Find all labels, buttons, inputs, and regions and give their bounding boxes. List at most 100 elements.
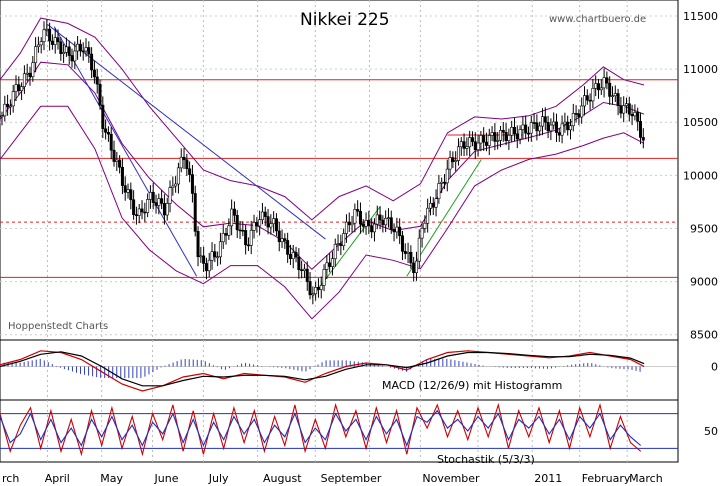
candle-body xyxy=(115,159,119,162)
candle-body xyxy=(546,122,550,132)
candle-body xyxy=(6,103,10,108)
candle-body xyxy=(190,174,194,194)
candle-body xyxy=(616,93,620,106)
stochastic-title: Stochastik (5/3/3) xyxy=(437,453,535,466)
candle-body xyxy=(328,262,332,267)
candle-body xyxy=(417,237,421,262)
candle-body xyxy=(493,132,497,142)
candle-body xyxy=(596,83,600,91)
candle-body xyxy=(286,240,290,255)
candle-body xyxy=(244,230,248,246)
candle-body xyxy=(300,269,304,272)
candle-body xyxy=(535,122,539,132)
candle-body xyxy=(140,208,144,213)
candle-body xyxy=(426,207,430,224)
candle-body xyxy=(633,112,637,117)
source-label: www.chartbuero.de xyxy=(549,14,646,25)
macd-layer xyxy=(0,350,678,392)
candle-body xyxy=(137,208,141,216)
candle-body xyxy=(104,128,108,133)
candle-body xyxy=(171,185,175,188)
candle-body xyxy=(126,189,130,193)
bollinger-middle-line xyxy=(0,61,645,270)
price-tick-label: 11000 xyxy=(683,63,718,76)
candle-body xyxy=(246,244,250,247)
trend-line xyxy=(53,26,198,277)
candle-body xyxy=(258,219,262,227)
candle-body xyxy=(255,222,259,227)
candle-body xyxy=(132,199,136,215)
candle-body xyxy=(398,226,402,237)
candle-body xyxy=(406,251,410,254)
candle-body xyxy=(518,129,522,140)
candle-body xyxy=(498,130,502,141)
candle-body xyxy=(356,209,360,212)
candle-body xyxy=(227,225,231,236)
bollinger-bands xyxy=(0,17,645,320)
candle-body xyxy=(364,220,368,227)
candle-body xyxy=(361,223,365,227)
candle-body xyxy=(557,132,561,136)
candle-body xyxy=(84,47,88,52)
grid-layer xyxy=(0,0,678,462)
candle-body xyxy=(78,43,82,52)
provider-label: Hoppenstedt Charts xyxy=(8,321,108,332)
macd-line xyxy=(0,350,645,392)
candle-body xyxy=(510,127,514,136)
candle-body xyxy=(403,251,407,254)
candle-body xyxy=(580,105,584,118)
candle-body xyxy=(70,55,74,62)
candle-body xyxy=(568,125,572,131)
candle-body xyxy=(594,83,598,89)
candle-body xyxy=(120,166,124,186)
candle-body xyxy=(395,226,399,233)
price-tick-label: 10000 xyxy=(683,169,718,182)
candle-body xyxy=(67,46,71,56)
candle-body xyxy=(392,229,396,233)
x-axis-label: April xyxy=(45,472,70,485)
candle-body xyxy=(540,116,544,127)
price-tick-label: 8500 xyxy=(690,329,718,342)
candle-body xyxy=(118,159,122,168)
candle-body xyxy=(630,113,634,117)
candle-body xyxy=(87,47,91,55)
candle-body xyxy=(442,181,446,184)
candle-body xyxy=(204,263,208,272)
candle-body xyxy=(342,233,346,247)
candle-body xyxy=(134,214,138,216)
candle-body xyxy=(188,168,192,175)
candle-body xyxy=(0,115,4,118)
candle-body xyxy=(123,185,127,193)
candle-body xyxy=(487,135,491,146)
candle-body xyxy=(157,198,161,206)
candle-body xyxy=(148,192,152,200)
bollinger-lower-line xyxy=(0,105,645,320)
candle-body xyxy=(238,229,242,232)
candle-body xyxy=(25,72,29,75)
candle-body xyxy=(412,262,416,274)
candle-body xyxy=(468,137,472,148)
candle-body xyxy=(174,183,178,187)
candle-body xyxy=(274,218,278,232)
stochastic-layer xyxy=(0,402,678,457)
candle-body xyxy=(266,216,270,228)
candle-body xyxy=(588,99,592,102)
x-axis-label: 2011 xyxy=(534,472,562,485)
candle-body xyxy=(260,211,264,220)
candle-body xyxy=(512,127,516,135)
x-axis-label: July xyxy=(208,472,229,485)
price-tick-label: 11500 xyxy=(683,10,718,23)
candle-body xyxy=(532,122,536,124)
candle-body xyxy=(305,268,309,282)
candle-body xyxy=(288,254,292,260)
candle-body xyxy=(73,50,77,62)
candle-body xyxy=(28,72,32,77)
candle-body xyxy=(431,203,435,208)
candle-body xyxy=(375,214,379,225)
candle-body xyxy=(11,91,15,107)
chart-title: Nikkei 225 xyxy=(300,10,390,30)
candle-body xyxy=(294,252,298,258)
candle-body xyxy=(381,219,385,226)
trend-line xyxy=(47,24,326,240)
candle-body xyxy=(112,149,116,162)
